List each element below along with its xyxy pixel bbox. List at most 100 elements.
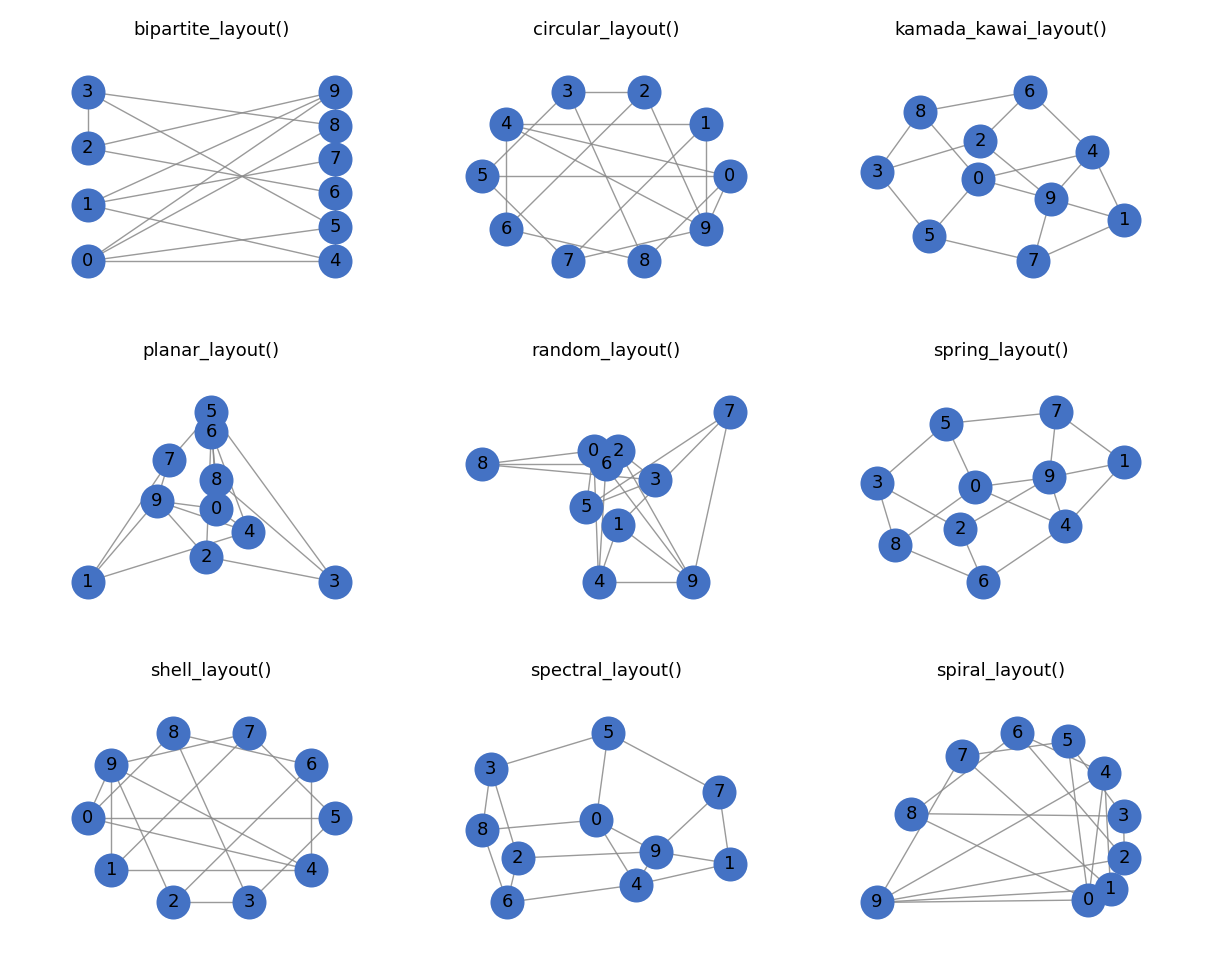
Text: 9: 9	[687, 573, 698, 591]
Title: random_layout(): random_layout()	[531, 341, 681, 359]
Text: 5: 5	[602, 724, 613, 742]
Text: 1: 1	[613, 516, 624, 534]
Text: 6: 6	[206, 422, 217, 441]
Point	[473, 456, 492, 472]
Text: 8: 8	[476, 821, 488, 839]
Point	[1079, 892, 1098, 908]
Text: 6: 6	[502, 893, 513, 912]
Text: 2: 2	[200, 547, 212, 566]
Text: 8: 8	[211, 471, 222, 488]
Point	[160, 453, 179, 468]
Text: 7: 7	[244, 724, 256, 742]
Text: 5: 5	[476, 168, 488, 185]
Text: 9: 9	[105, 757, 118, 774]
Point	[868, 894, 887, 910]
Text: 3: 3	[650, 471, 662, 489]
Text: 4: 4	[330, 252, 341, 270]
Text: 3: 3	[871, 475, 882, 492]
Point	[973, 574, 993, 589]
Point	[1041, 191, 1060, 206]
Text: 7: 7	[956, 747, 967, 766]
Point	[102, 862, 121, 878]
Text: 9: 9	[152, 492, 162, 510]
Point	[950, 521, 970, 537]
Text: 4: 4	[593, 573, 605, 591]
Point	[1021, 84, 1040, 100]
Text: 1: 1	[82, 573, 93, 591]
Point	[325, 84, 344, 100]
Point	[646, 472, 665, 487]
Point	[78, 574, 97, 589]
Point	[608, 443, 628, 458]
Text: 8: 8	[476, 455, 488, 473]
Text: 1: 1	[701, 115, 711, 133]
Point	[1058, 734, 1077, 749]
Text: 3: 3	[1117, 807, 1130, 826]
Point	[599, 726, 618, 741]
Text: 8: 8	[915, 103, 926, 121]
Point	[919, 229, 938, 244]
Text: 2: 2	[612, 442, 624, 459]
Point	[1056, 518, 1075, 534]
Text: 5: 5	[924, 228, 934, 245]
Text: 1: 1	[82, 196, 93, 213]
Point	[206, 472, 225, 487]
Title: shell_layout(): shell_layout()	[150, 662, 271, 680]
Point	[646, 844, 665, 860]
Text: 8: 8	[890, 536, 902, 553]
Text: 7: 7	[1051, 403, 1062, 422]
Title: planar_layout(): planar_layout()	[143, 341, 280, 359]
Point	[608, 517, 628, 533]
Text: 4: 4	[305, 861, 318, 879]
Title: circular_layout(): circular_layout()	[533, 20, 679, 39]
Point	[697, 221, 716, 236]
Point	[147, 493, 166, 509]
Point	[1114, 808, 1133, 824]
Text: 6: 6	[600, 455, 612, 473]
Point	[936, 416, 955, 431]
Title: spring_layout(): spring_layout()	[933, 341, 1069, 359]
Text: 5: 5	[330, 809, 341, 827]
Point	[325, 152, 344, 168]
Text: 6: 6	[1012, 724, 1023, 742]
Text: 3: 3	[485, 760, 497, 777]
Point	[635, 253, 654, 268]
Text: 2: 2	[639, 82, 650, 101]
Text: 7: 7	[562, 252, 573, 270]
Text: 2: 2	[167, 893, 179, 912]
Text: 7: 7	[724, 403, 736, 422]
Point	[473, 169, 492, 184]
Point	[196, 549, 216, 565]
Text: 3: 3	[562, 82, 573, 101]
Text: 7: 7	[164, 452, 175, 470]
Point	[481, 761, 501, 776]
Point	[201, 405, 221, 421]
Text: 2: 2	[1119, 850, 1130, 867]
Point	[239, 524, 258, 540]
Text: 3: 3	[82, 82, 93, 101]
Text: 6: 6	[305, 757, 318, 774]
Point	[1007, 726, 1027, 741]
Point	[497, 894, 516, 910]
Point	[78, 197, 97, 212]
Text: 8: 8	[905, 804, 917, 823]
Point	[971, 133, 990, 148]
Point	[1115, 851, 1134, 866]
Point	[508, 851, 527, 866]
Point	[102, 758, 121, 773]
Text: 3: 3	[330, 573, 341, 591]
Point	[720, 169, 739, 184]
Point	[682, 574, 702, 589]
Point	[496, 116, 515, 132]
Text: 6: 6	[977, 573, 989, 591]
Text: 8: 8	[639, 252, 650, 270]
Point	[302, 862, 321, 878]
Text: 6: 6	[330, 184, 341, 203]
Text: 5: 5	[941, 415, 951, 432]
Text: 9: 9	[330, 82, 341, 101]
Text: 9: 9	[1044, 468, 1054, 486]
Text: 0: 0	[590, 811, 602, 829]
Text: 2: 2	[955, 520, 966, 538]
Text: 0: 0	[724, 168, 736, 185]
Text: 9: 9	[701, 220, 711, 237]
